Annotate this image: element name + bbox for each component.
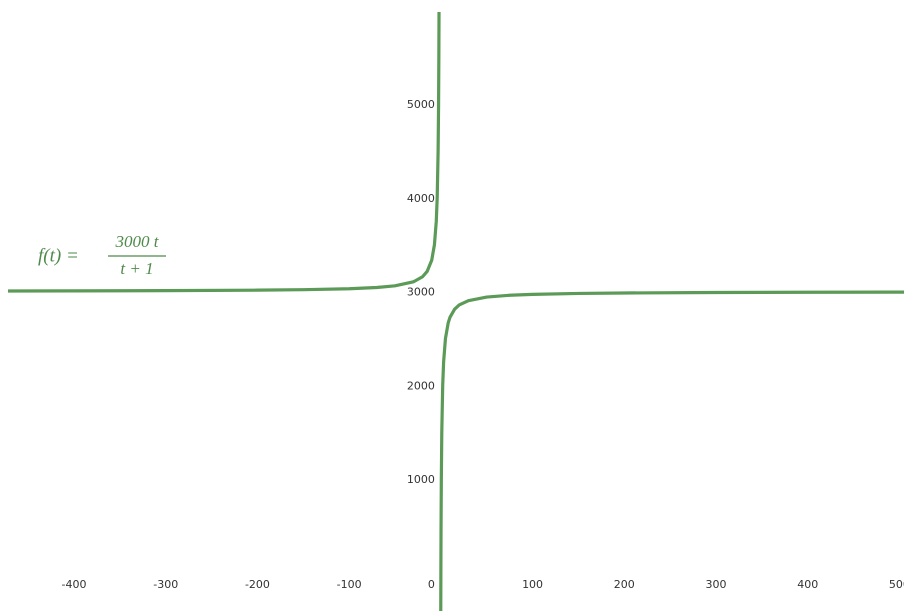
curve-layer: [8, 12, 904, 611]
formula-numerator: 3000 t: [115, 232, 160, 251]
x-tick-label: -400: [62, 578, 87, 591]
function-curve: [8, 12, 904, 611]
x-tick-label: 100: [522, 578, 543, 591]
formula-lhs: f(t) =: [38, 245, 79, 266]
labels: f(t) = 3000 t t + 1 -400 -300 -200 -100 0 100…: [38, 98, 904, 591]
y-tick-label: 1000: [407, 473, 435, 486]
x-tick-label: 300: [705, 578, 726, 591]
x-tick-label: -100: [337, 578, 362, 591]
y-tick-label: 4000: [407, 192, 435, 205]
x-tick-label: 200: [614, 578, 635, 591]
x-tick-label: -200: [245, 578, 270, 591]
y-tick-label: 2000: [407, 379, 435, 392]
formula-denominator: t + 1: [120, 259, 153, 278]
y-tick-label: 3000: [407, 286, 435, 299]
x-tick-label: -300: [153, 578, 178, 591]
x-tick-label: 0: [428, 578, 435, 591]
x-tick-label: 400: [797, 578, 818, 591]
x-tick-label: 500: [889, 578, 904, 591]
y-tick-label: 5000: [407, 98, 435, 111]
